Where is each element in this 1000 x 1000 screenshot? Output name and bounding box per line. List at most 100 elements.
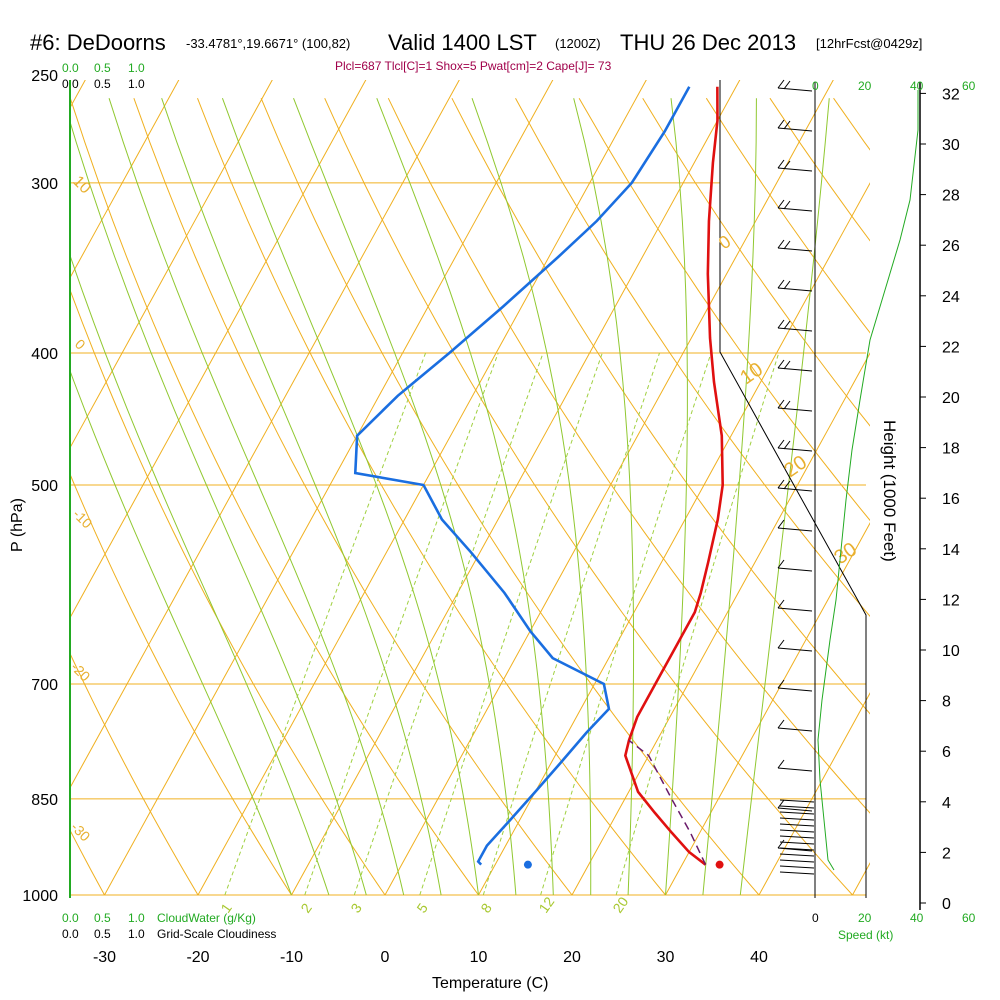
wind-barb [777, 799, 813, 812]
wind-barb [777, 79, 813, 92]
wind-barb [779, 871, 815, 875]
wind-barb [779, 853, 815, 857]
wind-barb [779, 847, 815, 851]
pressure-tick-label: 400 [31, 346, 58, 363]
forecast-run: [12hrFcst@0429z] [816, 36, 922, 51]
wind-barb [779, 799, 815, 803]
dry-adiabat-line [70, 829, 105, 896]
dry-adiabat-line [451, 97, 870, 715]
isotherm-line [758, 692, 870, 896]
mixing-ratio-label: 5 [413, 900, 431, 916]
station-coords: -33.4781°,19.6671° (100,82) [186, 36, 350, 51]
wind-barb [779, 841, 815, 845]
wind-barb [777, 359, 813, 372]
svg-text:20: 20 [858, 911, 872, 925]
height-tick-label: 14 [942, 542, 960, 559]
svg-text:0.5: 0.5 [94, 61, 111, 75]
svg-text:1.0: 1.0 [128, 927, 145, 941]
temperature-tick-label: -10 [280, 949, 303, 966]
dry-adiabat-line [260, 98, 760, 896]
dry-adiabat-line [70, 472, 292, 896]
temperature-tick-label: 10 [470, 949, 488, 966]
station-title: #6: DeDoorns [30, 30, 166, 55]
isotherm-line [665, 522, 870, 896]
svg-text:0.5: 0.5 [94, 911, 111, 925]
wind-barb [777, 319, 813, 332]
mixing-ratio-line [540, 352, 712, 896]
speed-label: Speed (kt) [838, 928, 893, 942]
moist-adiabat-line [665, 98, 688, 896]
cloud-scale-bottom-green: 0.0 0.5 1.0 CloudWater (g/Kg) [62, 911, 256, 925]
mixing-ratio-line [224, 352, 427, 896]
mixing-ratio-line [615, 352, 780, 896]
temperature-tick-label: 20 [563, 949, 581, 966]
pressure-tick-label: 500 [31, 478, 58, 495]
wind-barb [779, 805, 815, 809]
moist-adiabat-line [70, 120, 367, 896]
svg-text:60: 60 [962, 911, 976, 925]
pressure-tick-label: 1000 [22, 888, 58, 905]
height-tick-label: 10 [942, 643, 960, 660]
svg-text:60: 60 [962, 79, 976, 93]
wind-barb [777, 679, 813, 692]
moist-adiabat-line [293, 98, 517, 896]
wind-barb [779, 823, 815, 827]
wind-barb [779, 817, 815, 821]
speed-scale-bottom: 0 20 40 60 Speed (kt) [812, 911, 976, 942]
wind-barb [777, 159, 813, 172]
wind-barb [777, 759, 813, 772]
moist-adiabat-line [70, 253, 330, 896]
height-tick-label: 20 [942, 390, 960, 407]
height-tick-label: 26 [942, 238, 960, 255]
zulu-time: (1200Z) [555, 36, 601, 51]
isotherm-line [384, 80, 834, 896]
moist-adiabat-line [221, 98, 479, 896]
height-tick-label: 2 [942, 845, 951, 862]
wind-barb [777, 719, 813, 732]
pressure-tick-label: 700 [31, 677, 58, 694]
pressure-tick-label: 300 [31, 176, 58, 193]
isotherm-line [571, 352, 870, 896]
height-tick-label: 6 [942, 744, 951, 761]
wind-barb [777, 119, 813, 132]
mixing-ratio-label: 2 [297, 900, 315, 916]
cloud-scale-top-green: 0.0 0.5 1.0 [62, 61, 145, 75]
dry-adiabat-line [515, 97, 870, 618]
temperature-tick-label: 40 [750, 949, 768, 966]
height-tick-label: 32 [942, 86, 960, 103]
cloudwater-label: CloudWater (g/Kg) [157, 911, 256, 925]
wind-barb [777, 239, 813, 252]
dry-adiabat-line [197, 98, 666, 896]
height-tick-label: 28 [942, 188, 960, 205]
isotherm-line [291, 80, 741, 896]
moist-adiabat-line [70, 369, 292, 896]
x-axis-label: Temperature (C) [432, 975, 548, 992]
cloud-scale-bottom-black: 0.0 0.5 1.0 Grid-Scale Cloudiness [62, 927, 276, 941]
wind-barb [777, 639, 813, 652]
adiabat-label: 30 [830, 538, 861, 569]
height-tick-label: 4 [942, 795, 951, 812]
wind-barb [777, 559, 813, 572]
mixing-ratio-line [304, 352, 499, 896]
temperature-surface-marker [715, 860, 724, 869]
dry-adiabat-line [642, 97, 870, 427]
dewpoint-line [353, 86, 691, 866]
mixing-ratio-line [353, 352, 544, 896]
wind-speed-profile [817, 90, 919, 871]
height-tick-label: 16 [942, 491, 960, 508]
sounding-series [353, 86, 725, 869]
wind-barb [777, 399, 813, 412]
wind-barb [779, 865, 815, 869]
y-axis-label: P (hPa) [9, 498, 26, 552]
adiabat-label: 0 [715, 231, 735, 253]
stability-indices: Plcl=687 Tlcl[C]=1 Shox=5 Pwat[cm]=2 Cap… [335, 59, 612, 73]
isotherm-line [197, 80, 647, 896]
dry-adiabat-line [833, 97, 870, 151]
temperature-axis: -30 -20 -10 0 10 20 30 40 [93, 949, 768, 966]
svg-text:0: 0 [812, 911, 819, 925]
svg-text:0.0: 0.0 [62, 927, 79, 941]
wind-barb [777, 599, 813, 612]
moist-adiabat-line [376, 98, 554, 896]
